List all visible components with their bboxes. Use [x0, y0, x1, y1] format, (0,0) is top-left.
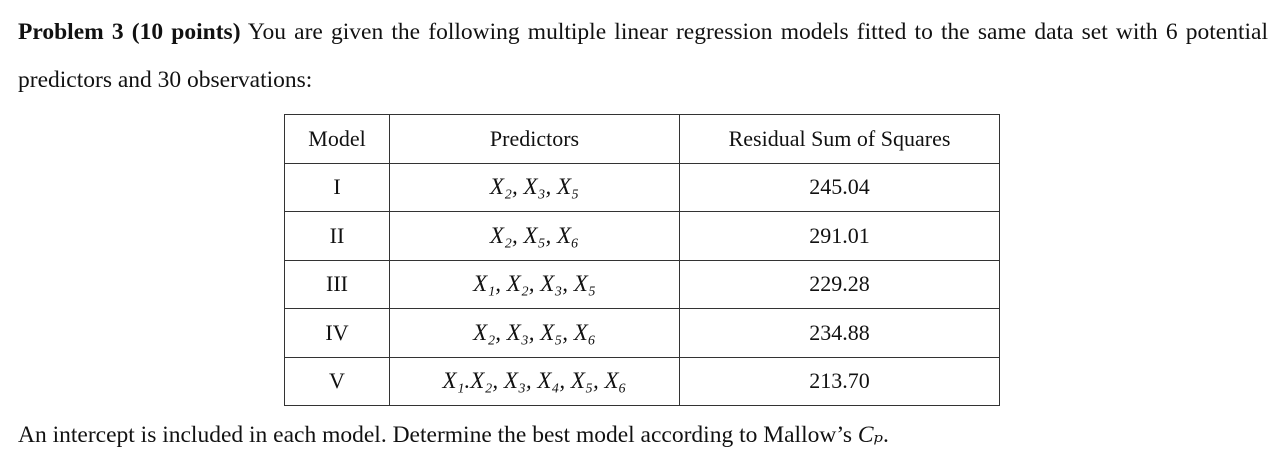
- header-cell: Predictors: [389, 114, 680, 164]
- predictors-cell: X₂, X₅, X₆: [389, 211, 680, 261]
- model-cell: II: [284, 211, 390, 261]
- rss-cell: 213.70: [679, 356, 1000, 406]
- models-table: Model Predictors Residual Sum of Squares…: [284, 114, 1000, 406]
- model-cell: IV: [284, 308, 390, 358]
- closing-end: .: [882, 422, 889, 448]
- rss-cell: 245.04: [679, 162, 1000, 212]
- predictors-cell: X₁, X₂, X₃, X₅: [389, 259, 680, 309]
- model-cell: III: [284, 259, 390, 309]
- model-cell: I: [284, 162, 390, 212]
- rss-cell: 291.01: [679, 211, 1000, 261]
- model-cell: V: [284, 356, 390, 406]
- table-row: II X₂, X₅, X₆ 291.01: [284, 211, 1000, 261]
- table-body: I X₂, X₃, X₅ 245.04 II X₂, X₅, X₆ 291.01 III X₁…: [284, 162, 1000, 406]
- rss-cell: 229.28: [679, 259, 1000, 309]
- header-cell: Residual Sum of Squares: [679, 114, 1000, 164]
- closing-statement: An intercept is included in each model. …: [18, 420, 889, 449]
- table-row: IV X₂, X₃, X₅, X₆ 234.88: [284, 308, 1000, 358]
- problem-statement: Problem 3 (10 points) You are given the …: [18, 8, 1268, 104]
- predictors-cell: X₁.X₂, X₃, X₄, X₅, X₆: [389, 356, 680, 406]
- header-cell: Model: [284, 114, 390, 164]
- closing-text: An intercept is included in each model. …: [18, 422, 853, 448]
- rss-cell: 234.88: [679, 308, 1000, 358]
- table-row: V X₁.X₂, X₃, X₄, X₅, X₆ 213.70: [284, 356, 1000, 406]
- table-row: I X₂, X₃, X₅ 245.04: [284, 162, 1000, 212]
- predictors-cell: X₂, X₃, X₅, X₆: [389, 308, 680, 358]
- math-symbol: Cₚ: [857, 422, 883, 448]
- problem-label: Problem 3 (10 points): [18, 19, 241, 45]
- header-row: Model Predictors Residual Sum of Squares: [284, 114, 1000, 164]
- table-row: III X₁, X₂, X₃, X₅ 229.28: [284, 259, 1000, 309]
- problem-intro: You are given the following multiple lin…: [18, 19, 1269, 93]
- predictors-cell: X₂, X₃, X₅: [389, 162, 680, 212]
